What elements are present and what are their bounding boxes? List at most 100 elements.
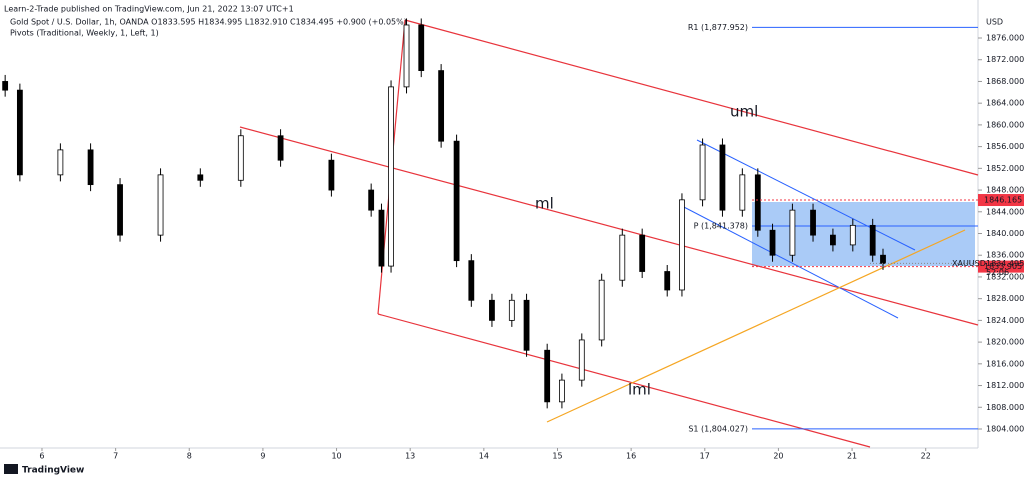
candle-body	[789, 209, 796, 256]
lower-line	[377, 313, 871, 448]
candle-body	[880, 254, 886, 264]
channel-top	[696, 139, 916, 251]
price-tag-label: 1833.905	[984, 262, 1022, 271]
indicator: Pivots (Traditional, Weekly, 1, Left, 1)	[10, 29, 159, 38]
candle-body	[468, 260, 475, 301]
candle-body	[197, 174, 204, 181]
symbol-line: Gold Spot / U.S. Dollar, 1h, OANDA O1833…	[10, 18, 407, 27]
price-tag-label: 1846.165	[984, 196, 1022, 205]
x-tick-label: 6	[39, 452, 44, 461]
candle-body	[453, 140, 460, 262]
candle-body	[869, 224, 876, 256]
candle-body	[403, 24, 410, 88]
candle-body	[2, 81, 9, 91]
x-tick-label: 17	[700, 452, 710, 461]
annotation: ml	[535, 195, 554, 213]
range-box	[752, 202, 975, 266]
candle-body	[418, 24, 425, 71]
x-tick-label: 13	[405, 452, 415, 461]
x-tick-label: 9	[260, 452, 265, 461]
y-tick-label: 1876.000	[986, 34, 1024, 43]
candle-body	[619, 234, 626, 281]
x-tick-label: 16	[626, 452, 636, 461]
candle-body	[489, 299, 495, 321]
channel-bottom	[679, 204, 899, 319]
price-tag	[978, 194, 1024, 207]
y-tick-label: 1852.000	[986, 164, 1024, 173]
candle-body	[679, 199, 685, 291]
logo	[4, 464, 18, 474]
median-line	[239, 126, 979, 326]
y-tick-label: 1840.000	[986, 229, 1024, 238]
publisher: Learn-2-Trade published on TradingView.c…	[4, 5, 294, 14]
currency: USD	[986, 18, 1003, 27]
pivot-label: P (1,841.378)	[694, 222, 748, 231]
y-tick-label: 1868.000	[986, 77, 1024, 86]
candle-body	[16, 89, 23, 176]
candle-body	[639, 234, 646, 272]
trendline	[546, 229, 966, 423]
footer: TradingView	[22, 466, 84, 476]
candle-body	[578, 339, 585, 381]
candle-body	[57, 149, 64, 176]
candle-body	[237, 135, 244, 181]
channel	[679, 139, 916, 319]
x-tick-label: 7	[113, 452, 118, 461]
y-tick-label: 1824.000	[986, 316, 1024, 325]
candle-body	[699, 144, 706, 201]
candle-body	[523, 299, 530, 351]
candle-body	[508, 299, 515, 321]
candle-body	[769, 229, 776, 256]
candle-body	[739, 174, 746, 211]
y-tick-label: 1860.000	[986, 120, 1024, 129]
x-tick-label: 22	[921, 452, 931, 461]
candle-body	[157, 174, 164, 236]
y-tick-label: 1864.000	[986, 99, 1024, 108]
candle-body	[378, 209, 385, 267]
y-tick-label: 1836.000	[986, 251, 1024, 260]
y-tick-label: 1808.000	[986, 403, 1024, 412]
candle-body	[544, 349, 551, 403]
pivot-label: S1 (1,804.027)	[688, 424, 748, 433]
x-tick-label: 21	[847, 452, 857, 461]
x-tick-label: 10	[331, 452, 341, 461]
candle-body	[719, 144, 726, 211]
candle-body	[388, 86, 394, 267]
candle-body	[368, 189, 375, 211]
x-tick-label: 8	[187, 452, 192, 461]
annotation: uml	[730, 103, 758, 121]
candle-body	[830, 234, 836, 246]
x-tick-label: 14	[479, 452, 489, 461]
y-tick-label: 1848.000	[986, 186, 1024, 195]
y-tick-label: 1828.000	[986, 294, 1024, 303]
y-tick-label: 1816.000	[986, 359, 1024, 368]
y-tick-label: 1832.000	[986, 272, 1024, 281]
x-tick-label: 15	[552, 452, 562, 461]
y-tick-label: 1844.000	[986, 207, 1024, 216]
candle-body	[664, 271, 671, 291]
y-tick-label: 1872.000	[986, 55, 1024, 64]
x-tick-label: 20	[773, 452, 783, 461]
candle-body	[328, 159, 335, 191]
current-symbol: XAUUSD	[952, 259, 986, 268]
annotation: lml	[628, 381, 651, 399]
countdown: 52:06	[986, 268, 1009, 277]
candle-body	[438, 70, 445, 142]
y-tick-label: 1804.000	[986, 424, 1024, 433]
y-tick-label: 1856.000	[986, 142, 1024, 151]
candle-body	[559, 379, 565, 403]
candle-body	[849, 224, 856, 246]
pivot-label: R1 (1,877.952)	[688, 23, 748, 32]
upper-line	[404, 19, 979, 176]
current-price: 1834.495	[986, 259, 1024, 268]
candle-body	[810, 209, 816, 236]
candle-body	[598, 279, 605, 341]
candle-body	[277, 135, 284, 161]
candle-body	[117, 184, 123, 236]
candle-body	[754, 174, 761, 231]
price-tag	[978, 260, 1024, 273]
y-tick-label: 1820.000	[986, 338, 1024, 347]
candle-body	[87, 149, 94, 186]
y-tick-label: 1812.000	[986, 381, 1024, 390]
